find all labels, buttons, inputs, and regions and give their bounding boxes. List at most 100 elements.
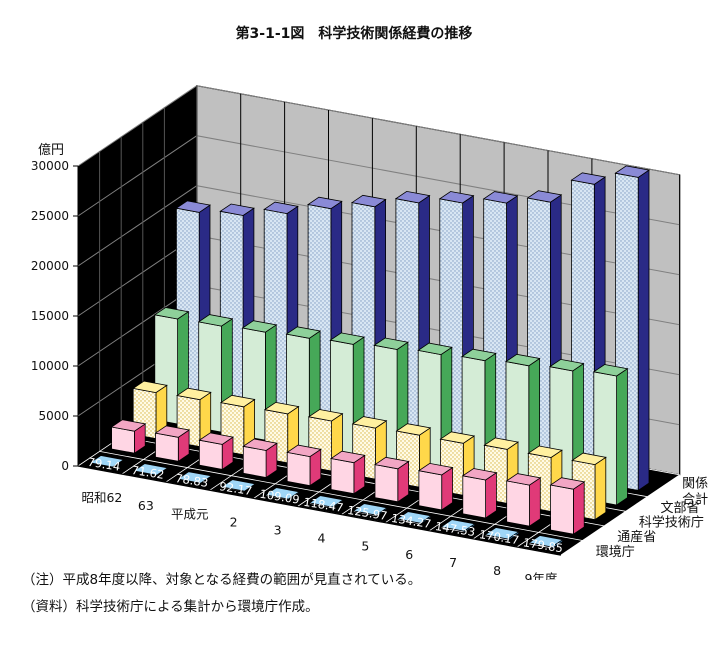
chart-bars: 79.14 71.62 78.83 92.17 109.09 118.47 125.97 13… — [87, 165, 651, 555]
bar-top — [308, 495, 345, 508]
data-label: 125.97 — [346, 503, 388, 523]
y-tick-label: 20000 — [31, 259, 69, 273]
bar-top — [307, 409, 344, 422]
bar — [373, 456, 410, 503]
bar-front — [550, 484, 574, 535]
bar — [527, 535, 564, 550]
bar-top — [395, 423, 432, 436]
bar-side — [616, 367, 628, 506]
bar-top — [286, 444, 322, 458]
bar-top — [330, 450, 366, 464]
y-tick-label: 10000 — [31, 359, 69, 373]
bar-top — [592, 364, 629, 377]
bar — [220, 479, 257, 493]
bar-top — [242, 438, 278, 451]
bar-top — [153, 307, 190, 320]
bar-top — [461, 348, 497, 362]
bar-top — [438, 191, 475, 204]
bar — [242, 438, 278, 479]
bar-front — [418, 470, 443, 511]
data-label: 170.17 — [478, 527, 520, 547]
note-1: （注）平成8年度以降、対象となる経費の範囲が見直されている。 — [22, 572, 422, 588]
series-label: 関係経費 — [682, 476, 708, 491]
bar-top — [614, 165, 651, 178]
y-tick-label: 25000 — [31, 209, 69, 223]
bar-top — [351, 416, 388, 429]
data-label: 79.14 — [87, 455, 122, 474]
y-unit-label: 億円 — [38, 142, 64, 158]
y-tick-label: 15000 — [31, 309, 69, 323]
series-label: 環境庁 — [596, 545, 635, 560]
y-tick-label: 30000 — [31, 159, 69, 173]
bar-top — [570, 172, 607, 185]
bar-side — [573, 481, 585, 535]
note-2: （資料）科学技術庁による集計から環境庁作成。 — [22, 599, 319, 615]
bar-top — [176, 471, 213, 484]
bar-top — [527, 445, 563, 458]
bar-top — [505, 473, 542, 486]
chart-title: 第3-1-1図 科学技術関係経費の推移 — [236, 25, 473, 42]
data-label: 118.47 — [303, 495, 345, 515]
data-label: 179.85 — [522, 535, 564, 555]
bar-top — [394, 190, 431, 204]
data-label: 134.27 — [390, 511, 432, 531]
bar-top — [396, 511, 432, 524]
x-tick-label: 5 — [361, 539, 369, 554]
data-label: 71.62 — [131, 463, 166, 482]
series-label: 科学技術庁 — [639, 515, 704, 531]
x-tick-label: 63 — [138, 498, 154, 513]
bar-top — [484, 527, 520, 540]
bar-top — [285, 326, 322, 339]
bar-top — [220, 479, 257, 492]
x-tick-label: 昭和62 — [81, 490, 122, 505]
bar-front — [374, 464, 399, 503]
series-label: 通産省 — [617, 529, 656, 545]
x-tick-label: 8 — [493, 563, 501, 578]
bar-top — [132, 463, 169, 476]
bar-top — [307, 196, 343, 210]
bar-front — [506, 480, 530, 527]
x-tick-label: 4 — [317, 531, 325, 546]
bar-top — [198, 432, 235, 445]
data-label: 92.17 — [218, 479, 253, 498]
x-tick-label: 9年度 — [524, 571, 557, 580]
x-tick-label: 7 — [449, 555, 457, 570]
bar-top — [571, 452, 607, 466]
data-label: 78.83 — [174, 471, 209, 490]
bar — [484, 527, 520, 542]
bar-top — [417, 342, 453, 356]
data-label: 109.09 — [259, 487, 301, 507]
x-axis-labels: 昭和62 63 平成元 2 3 4 5 6 7 8 9年度 — [81, 490, 557, 580]
floor-gridline — [560, 474, 680, 556]
bar-top — [219, 203, 255, 216]
series-label: 合計 — [682, 491, 708, 507]
bar-top — [197, 314, 234, 327]
bar-top — [504, 353, 541, 367]
bar — [286, 444, 322, 487]
bar-top — [175, 200, 212, 213]
bar-top — [132, 380, 168, 394]
bar — [132, 463, 169, 477]
bar — [461, 468, 498, 519]
bar-front — [330, 458, 355, 495]
bar-top — [110, 419, 147, 432]
floor-edge — [77, 465, 562, 556]
chart: 第3-1-1図 科学技術関係経費の推移 0 5000 10000 15000 20000… — [31, 25, 708, 580]
data-label: 147.53 — [434, 519, 476, 539]
floor-gridline — [99, 451, 583, 541]
bar-side — [594, 456, 607, 521]
bar-top — [526, 190, 563, 203]
bar — [505, 473, 542, 527]
bar-top — [482, 191, 519, 204]
bar — [88, 455, 125, 469]
bar-top — [439, 431, 476, 444]
bar-side — [485, 471, 497, 519]
bar — [396, 511, 432, 526]
bar-top — [352, 503, 389, 516]
bar-top — [176, 387, 212, 401]
bar-side — [529, 477, 541, 527]
bar-top — [350, 194, 387, 208]
bar-front — [155, 432, 179, 462]
